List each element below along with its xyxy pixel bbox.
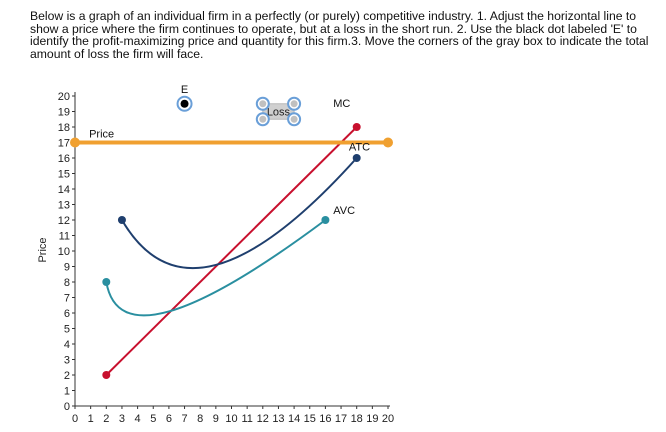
y-tick-label: 11 — [59, 231, 70, 243]
atc-curve[interactable] — [121, 157, 358, 269]
y-tick-label: 4 — [64, 339, 70, 351]
atc-endpoint-start[interactable] — [117, 216, 126, 224]
x-tick-label: 13 — [272, 413, 284, 425]
y-tick-label: 14 — [58, 184, 70, 196]
atc-label: ATC — [349, 141, 370, 153]
y-axis-title: Price — [37, 237, 49, 262]
y-tick-label: 13 — [58, 200, 70, 212]
avc-label: AVC — [333, 205, 355, 217]
y-tick-label: 16 — [58, 153, 70, 165]
loss-box-corner-handle[interactable] — [287, 112, 302, 127]
x-tick-label: 6 — [166, 413, 172, 425]
y-tick-label: 10 — [58, 246, 70, 258]
y-tick-label: 20 — [58, 91, 70, 103]
y-tick-label: 7 — [64, 293, 70, 305]
y-tick-label: 3 — [64, 355, 70, 367]
y-tick-label: 6 — [64, 308, 70, 320]
point-e-label: E — [181, 84, 188, 96]
mc-label: MC — [333, 98, 350, 110]
y-tick-label: 15 — [58, 169, 70, 181]
x-tick-label: 19 — [366, 413, 378, 425]
loss-box-corner-handle[interactable] — [255, 96, 270, 111]
x-tick-label: 12 — [257, 413, 269, 425]
avc-endpoint-start[interactable] — [102, 278, 111, 286]
avc-endpoint-end[interactable] — [321, 216, 330, 224]
x-tick-label: 16 — [319, 413, 331, 425]
loss-box-corner-handle[interactable] — [255, 112, 270, 127]
mc-endpoint-end[interactable] — [352, 123, 361, 131]
loss-box-corner-handle[interactable] — [287, 96, 302, 111]
loss-corner-dot[interactable] — [290, 115, 298, 123]
instructions-text: Below is a graph of an individual firm i… — [30, 9, 649, 61]
x-tick-label: 15 — [304, 413, 316, 425]
x-tick-label: 11 — [241, 413, 252, 425]
y-tick-label: 12 — [58, 215, 70, 227]
y-tick-label: 0 — [64, 401, 70, 413]
x-tick-label: 8 — [197, 413, 203, 425]
loss-box[interactable] — [262, 103, 295, 120]
loss-corner-dot[interactable] — [259, 115, 267, 123]
price-handle-left[interactable] — [70, 137, 80, 148]
y-tick-label: 1 — [64, 386, 70, 398]
x-tick-label: 1 — [88, 413, 94, 425]
y-tick-label: 2 — [64, 370, 70, 382]
x-tick-label: 3 — [119, 413, 125, 425]
point-e-dot[interactable] — [180, 99, 189, 108]
price-handle-right[interactable] — [383, 137, 393, 148]
x-tick-label: 17 — [335, 413, 347, 425]
y-tick-label: 17 — [58, 138, 70, 150]
loss-box-label: Loss — [267, 107, 291, 119]
x-tick-label: 2 — [103, 413, 109, 425]
price-label: Price — [89, 129, 114, 141]
x-tick-label: 7 — [181, 413, 187, 425]
x-tick-label: 10 — [225, 413, 237, 425]
x-tick-label: 5 — [150, 413, 156, 425]
avc-curve[interactable] — [105, 219, 326, 317]
atc-endpoint-end[interactable] — [352, 154, 361, 162]
y-tick-label: 9 — [64, 262, 70, 274]
mc-endpoint-start[interactable] — [102, 371, 111, 379]
y-tick-label: 5 — [64, 324, 70, 336]
loss-corner-dot[interactable] — [259, 100, 267, 108]
y-tick-label: 19 — [58, 107, 70, 119]
x-tick-label: 9 — [213, 413, 219, 425]
x-tick-label: 4 — [135, 413, 141, 425]
mc-curve[interactable] — [105, 126, 358, 376]
loss-corner-dot[interactable] — [290, 100, 298, 108]
x-tick-label: 14 — [288, 413, 300, 425]
y-tick-label: 8 — [64, 277, 70, 289]
x-tick-label: 18 — [351, 413, 363, 425]
x-tick-label: 20 — [382, 413, 394, 425]
y-tick-label: 18 — [58, 122, 70, 134]
x-tick-label: 0 — [72, 413, 78, 425]
